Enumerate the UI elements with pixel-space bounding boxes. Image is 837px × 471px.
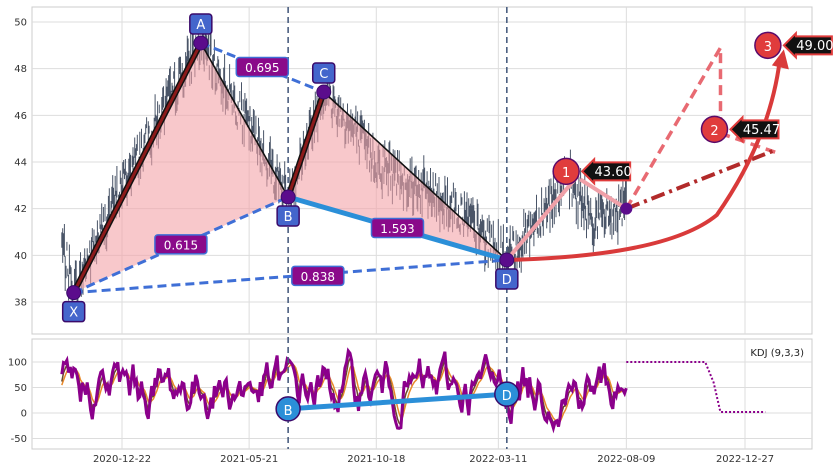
price-y-tick-label: 48 [14, 64, 27, 75]
pattern-point-label-text: B [284, 210, 293, 225]
price-y-tick-label: 46 [14, 111, 27, 122]
target-value-text: 43.60 [595, 165, 632, 180]
ratio-label-box [235, 56, 290, 78]
target-circle [700, 115, 729, 144]
ratio-label-text: 1.593 [380, 222, 414, 236]
indicator-y-tick-label: 100 [8, 358, 27, 369]
target-2-projection [624, 41, 778, 210]
pattern-leg [286, 91, 326, 198]
target-marker-2: 45.47 2 [700, 114, 780, 144]
indicator-point-label: D [502, 389, 512, 404]
kdj-projection [626, 361, 766, 413]
target-value-text: 45.47 [743, 123, 780, 138]
pattern-point-label: D [495, 268, 519, 290]
ratio-label-text: 0.838 [301, 270, 335, 284]
ratio-label: 0.695 [235, 56, 290, 78]
pattern-leg [72, 42, 203, 294]
target-circle [754, 31, 782, 60]
pattern-point-b [280, 189, 296, 205]
x-tick-label: 2021-10-18 [347, 454, 405, 465]
ratio-line [200, 41, 325, 94]
pattern-point-label-box [61, 300, 86, 323]
target-3-arrowhead [771, 49, 789, 70]
indicator-grid [32, 339, 812, 449]
indicator-point-d [494, 381, 520, 407]
target-arrow-tag [782, 30, 833, 60]
projection-start-point [620, 202, 633, 215]
target-arrow-tag [580, 156, 632, 186]
pattern-point-label: A [189, 13, 213, 35]
indicator-point-b [275, 396, 301, 422]
target-value-text: 49.00 [796, 39, 833, 54]
price-y-axis: 38 40 42 44 46 48 50 [14, 18, 27, 309]
indicator-panel: -50 0 50 100 KDJ (9,3,3) [8, 338, 813, 450]
pattern-point-a [193, 35, 209, 51]
pattern-point-label-text: D [502, 273, 512, 288]
pattern-point-x [66, 285, 82, 301]
x-tick-label: 2022-08-09 [597, 454, 655, 465]
x-tick-label: 2021-05-21 [220, 454, 278, 465]
ratio-label-box [370, 217, 425, 239]
pattern-leg-ab [200, 42, 289, 198]
pattern-point-c [316, 84, 332, 100]
ratio-label-text: 0.615 [164, 238, 198, 252]
pattern-point-label: C [311, 62, 336, 84]
target-marker-1: 43.60 1 [552, 156, 632, 186]
pattern-point-label-box [276, 205, 300, 227]
ratio-label-box [154, 234, 208, 255]
target-1-return [579, 177, 628, 211]
pattern-leg-cd [323, 91, 508, 261]
target-circle [552, 157, 580, 186]
indicator-panel-frame [31, 338, 813, 450]
target-number-text: 1 [562, 166, 570, 181]
pattern-point-d [499, 252, 515, 268]
pattern-point-label: B [276, 205, 300, 227]
indicator-name: KDJ (9,3,3) [750, 348, 804, 359]
x-tick-label: 2022-12-27 [716, 454, 774, 465]
price-y-tick-label: 40 [14, 251, 27, 262]
target-number-text: 2 [710, 124, 718, 139]
ratio-label-box [291, 265, 345, 287]
target-3-projection [506, 59, 782, 262]
pattern-point-label-text: C [319, 67, 328, 82]
x-tick-label: 2020-12-22 [93, 454, 151, 465]
target-arrow-tag [729, 114, 780, 144]
target-number-text: 3 [764, 40, 772, 55]
indicator-point-label: B [284, 404, 293, 419]
price-y-tick-label: 42 [14, 204, 27, 215]
ratio-label: 0.838 [291, 265, 345, 287]
target-1-projection [505, 174, 580, 262]
ratio-label-text: 0.695 [245, 61, 279, 75]
indicator-y-tick-label: 50 [14, 383, 27, 394]
ratio-line [73, 258, 507, 295]
ratio-label: 1.593 [370, 217, 425, 239]
x-tick-label: 2022-03-11 [469, 454, 527, 465]
pattern-point-label-text: A [196, 18, 205, 33]
price-y-tick-label: 38 [14, 298, 27, 309]
bcd-triangle [288, 92, 507, 260]
xab-triangle [73, 43, 289, 293]
vertical-markers [287, 7, 508, 449]
ratio-label: 0.615 [154, 234, 208, 255]
target-marker-3: 49.00 3 [754, 30, 833, 60]
pattern-point-label-box [311, 62, 336, 84]
pattern-point-label: X [61, 300, 86, 323]
indicator-bd-line [287, 391, 507, 412]
pattern-point-label-box [189, 13, 213, 35]
price-y-tick-label: 44 [14, 158, 27, 169]
pattern-point-label-text: X [69, 306, 78, 321]
indicator-y-tick-label: -50 [11, 434, 27, 445]
x-axis: 2020-12-22 2021-05-21 2021-10-18 2022-03-11… [93, 454, 774, 465]
pattern-point-label-box [495, 268, 519, 290]
indicator-y-axis: -50 0 50 100 [8, 358, 27, 446]
kdj-j-line [60, 347, 628, 434]
indicator-y-tick-label: 0 [21, 409, 27, 420]
price-y-tick-label: 50 [14, 18, 27, 29]
pattern-annotations: 0.695 0.615 1.593 0.838 X A B C D 43.60 1 45.47 2 49.… [61, 13, 833, 422]
